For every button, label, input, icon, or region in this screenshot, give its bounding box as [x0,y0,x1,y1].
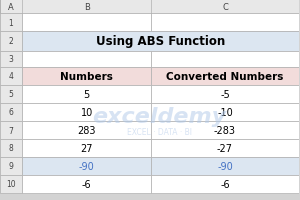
Text: 10: 10 [80,107,93,117]
Bar [22,14,151,32]
Text: -283: -283 [214,125,236,135]
Text: 6: 6 [8,108,14,117]
Bar [0,0,299,14]
Text: Numbers: Numbers [60,72,113,82]
Bar [151,175,299,193]
Bar [22,68,151,86]
Text: -5: -5 [220,90,230,100]
Bar [151,139,299,157]
Bar [151,121,299,139]
Bar [0,52,22,68]
Text: exceldemy: exceldemy [92,106,226,126]
Bar [0,121,22,139]
Text: 5: 5 [83,90,90,100]
Text: 10: 10 [6,180,16,189]
Text: 283: 283 [77,125,96,135]
Text: -90: -90 [217,161,233,171]
Text: 3: 3 [8,55,14,64]
Bar [22,52,151,68]
Bar [151,157,299,175]
Text: 4: 4 [8,72,14,81]
Bar [22,86,151,103]
Text: -6: -6 [82,179,92,189]
Bar [22,157,151,175]
Text: 7: 7 [8,126,14,135]
Text: 27: 27 [80,143,93,153]
Text: -90: -90 [79,161,94,171]
Bar [151,68,299,86]
Text: -27: -27 [217,143,233,153]
Bar [22,103,151,121]
Text: B: B [84,2,89,11]
Bar [0,175,22,193]
Text: 9: 9 [8,162,14,171]
Text: 2: 2 [9,37,13,46]
Text: C: C [222,2,228,11]
Text: 1: 1 [9,18,13,27]
Text: -10: -10 [217,107,233,117]
Bar [151,52,299,68]
Bar [22,175,151,193]
Bar [151,103,299,121]
Text: Converted Numbers: Converted Numbers [166,72,284,82]
Bar [0,157,22,175]
Bar [22,121,151,139]
Bar [151,14,299,32]
Bar [0,32,22,52]
Bar [151,86,299,103]
Bar [22,32,299,52]
Text: A: A [8,2,14,11]
Bar [0,14,22,32]
Text: 5: 5 [8,90,14,99]
Bar [0,68,22,86]
Text: Using ABS Function: Using ABS Function [96,35,225,48]
Text: 8: 8 [9,144,13,153]
Bar [0,103,22,121]
Bar [22,139,151,157]
Text: EXCEL · DATA · BI: EXCEL · DATA · BI [127,128,192,136]
Text: -6: -6 [220,179,230,189]
Bar [0,86,22,103]
Bar [0,139,22,157]
